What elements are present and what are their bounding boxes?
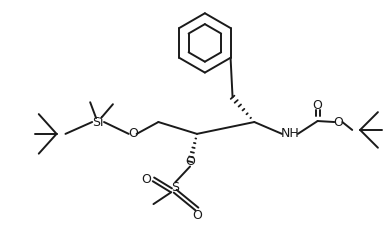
- Text: O: O: [313, 99, 322, 112]
- Text: O: O: [185, 155, 195, 168]
- Text: O: O: [333, 116, 343, 128]
- Text: Si: Si: [92, 116, 104, 128]
- Text: O: O: [128, 127, 138, 140]
- Text: O: O: [142, 173, 151, 186]
- Text: S: S: [171, 181, 179, 194]
- Text: O: O: [192, 210, 202, 222]
- Text: NH: NH: [281, 127, 299, 140]
